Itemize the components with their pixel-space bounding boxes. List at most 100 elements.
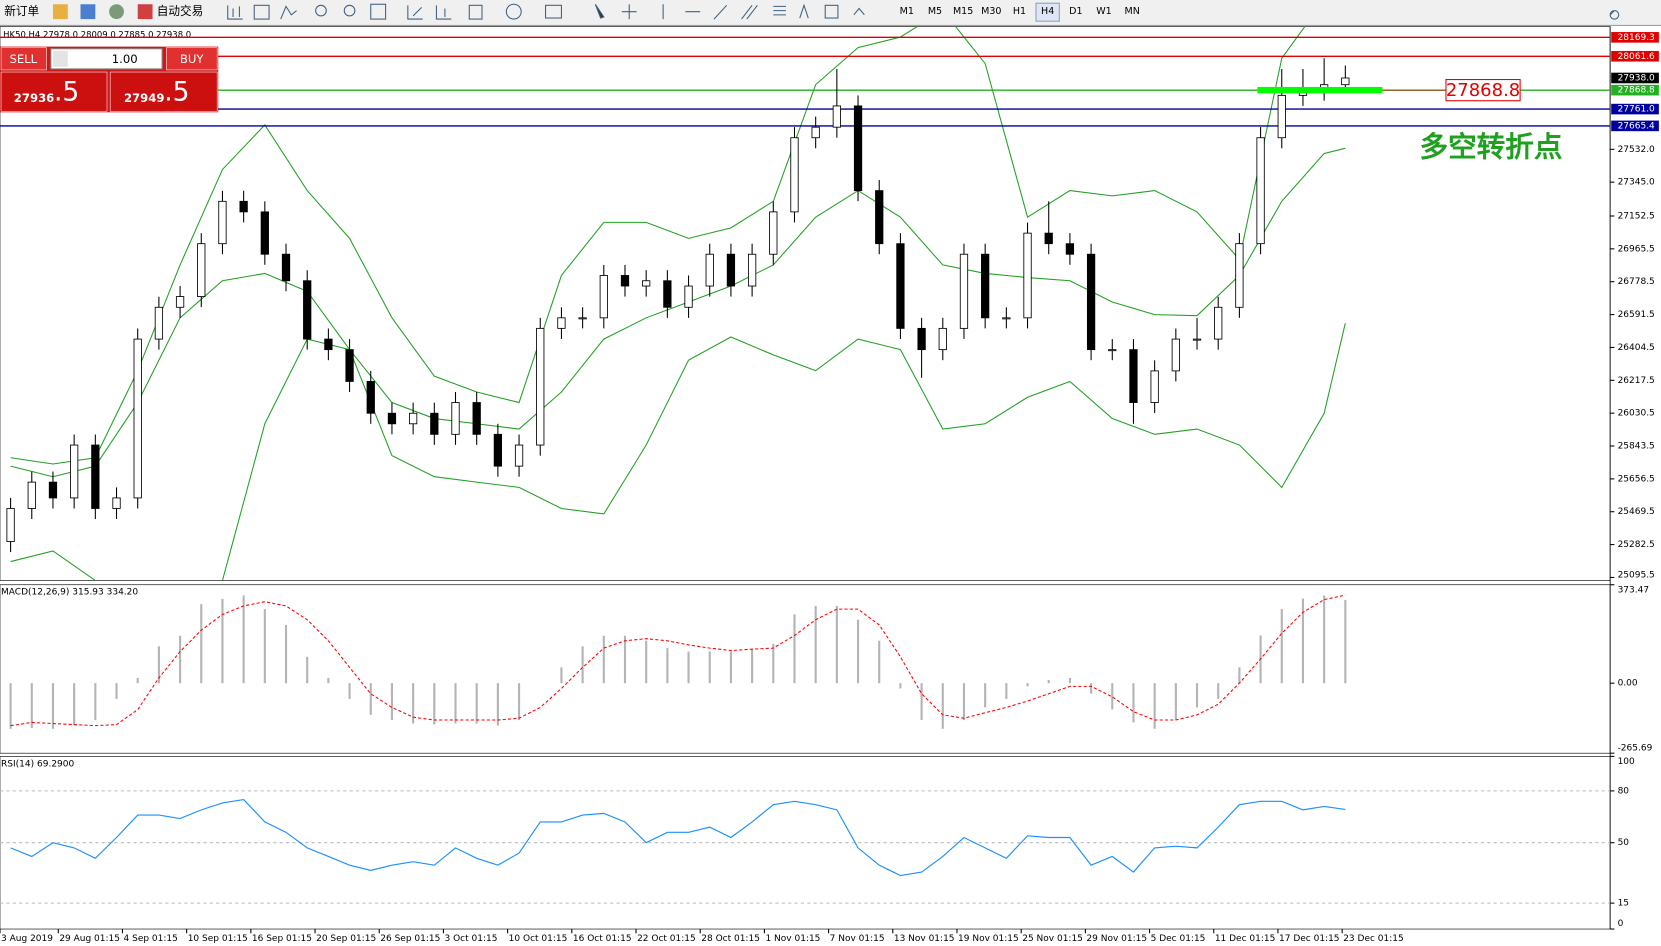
macd-bar: [1026, 683, 1029, 687]
search-icon[interactable]: [1609, 10, 1620, 20]
lot-value[interactable]: 1.00: [112, 52, 138, 66]
icon[interactable]: [109, 4, 124, 20]
candle-body: [112, 497, 121, 509]
icon[interactable]: [343, 4, 356, 17]
x-tick-label: 3 Oct 01:15: [444, 934, 497, 944]
macd-bar: [242, 595, 245, 684]
macd-bar: [157, 646, 160, 684]
timeframe-button[interactable]: H1: [1013, 6, 1026, 17]
candle-body: [1214, 306, 1223, 340]
auto-trading-icon[interactable]: [137, 4, 153, 20]
x-tick-label: 16 Oct 01:15: [573, 934, 632, 944]
timeframe-button[interactable]: M5: [928, 6, 942, 17]
sell-button[interactable]: [0, 47, 47, 71]
icon[interactable]: [407, 5, 423, 20]
y-tick-label: 0.00: [1618, 679, 1638, 689]
icon[interactable]: [80, 4, 96, 20]
y-tick-label: 27152.5: [1618, 212, 1655, 222]
buy-label[interactable]: BUY: [180, 52, 205, 66]
icon[interactable]: [799, 3, 809, 19]
macd-bar: [496, 683, 499, 726]
macd-bar: [115, 683, 118, 699]
x-tick-label: 7 Nov 01:15: [830, 934, 885, 944]
timeframe-selected: [1035, 2, 1060, 22]
x-tick-label: 17 Dec 01:15: [1279, 934, 1340, 944]
lot-input[interactable]: [50, 48, 163, 70]
bollinger-band: [10, 322, 1346, 581]
candle-body: [133, 338, 142, 499]
icon[interactable]: [545, 4, 562, 19]
x-tick-label: 11 Dec 01:15: [1215, 934, 1276, 944]
icon[interactable]: [853, 7, 865, 16]
icon[interactable]: [315, 4, 327, 17]
candle-body: [747, 253, 757, 287]
cursor-icon[interactable]: [594, 3, 605, 19]
buy-button[interactable]: [166, 47, 218, 71]
macd-bar: [1132, 683, 1135, 723]
icon[interactable]: [741, 4, 758, 20]
candle-body: [811, 126, 820, 139]
candle-body: [239, 200, 248, 213]
timeframe-button[interactable]: M15: [953, 6, 973, 17]
timeframe-button[interactable]: H4: [1041, 6, 1054, 17]
toolbar: [0, 0, 1661, 26]
icon[interactable]: [824, 4, 839, 19]
icon[interactable]: [505, 3, 522, 20]
icon[interactable]: [280, 5, 297, 20]
auto-trading-button[interactable]: 自动交易: [157, 4, 204, 18]
macd-bar: [602, 635, 605, 684]
y-tick-label: 373.47: [1618, 586, 1650, 596]
icon[interactable]: [435, 5, 452, 20]
icon[interactable]: [52, 4, 68, 20]
macd-bar: [1005, 683, 1008, 699]
y-tick-label: 50: [1618, 838, 1630, 848]
candle-body: [48, 481, 58, 499]
timeframe-button[interactable]: M30: [981, 6, 1001, 17]
x-tick-label: 23 Dec 01:15: [1343, 934, 1404, 944]
candle-body: [790, 137, 799, 213]
timeframe-button[interactable]: M1: [900, 6, 914, 17]
macd-bar: [433, 683, 436, 725]
marker-label-box: [1445, 79, 1521, 102]
lot-spinner[interactable]: [52, 50, 68, 67]
timeframe-button[interactable]: W1: [1096, 6, 1111, 17]
timeframe-button[interactable]: D1: [1069, 6, 1082, 17]
icon[interactable]: [662, 4, 728, 20]
new-order-button[interactable]: 新订单: [4, 4, 39, 18]
icon[interactable]: [621, 4, 637, 20]
candle-body: [620, 275, 630, 287]
candle-body: [1192, 338, 1202, 341]
level-label-box: [1611, 32, 1659, 43]
y-tick-label: -265.69: [1618, 743, 1653, 753]
macd-bar: [751, 649, 754, 684]
macd-bar: [412, 683, 415, 724]
sell-label[interactable]: SELL: [9, 52, 37, 66]
bid-box[interactable]: [0, 71, 108, 112]
timeframe-button[interactable]: MN: [1125, 6, 1140, 17]
macd-bar: [200, 604, 203, 684]
candle-body: [451, 402, 460, 435]
candle-body: [663, 280, 672, 308]
icon[interactable]: [370, 3, 387, 20]
x-tick-label: 10 Sep 01:15: [188, 934, 248, 944]
candle-body: [917, 327, 926, 351]
macd-bar: [30, 683, 33, 728]
macd-bar: [369, 683, 372, 715]
ask-box[interactable]: [109, 71, 218, 112]
x-tick-label: 16 Sep 01:15: [252, 934, 312, 944]
chart-title: HK50,H4 27978.0 28009.0 27885.0 27938.0: [3, 29, 191, 39]
candle-body: [1150, 370, 1159, 403]
icon[interactable]: [227, 5, 243, 20]
icon[interactable]: [773, 5, 787, 16]
y-tick-label: 26965.5: [1618, 244, 1655, 254]
x-tick-label: 13 Nov 01:15: [894, 934, 955, 944]
macd-bar: [348, 683, 351, 699]
candle-body: [281, 253, 291, 282]
y-tick-label: 15: [1618, 899, 1629, 909]
macd-bar: [1301, 598, 1305, 684]
macd-bar: [73, 683, 76, 726]
icon[interactable]: [468, 4, 483, 20]
icon[interactable]: [253, 4, 270, 20]
macd-bar: [814, 605, 817, 684]
